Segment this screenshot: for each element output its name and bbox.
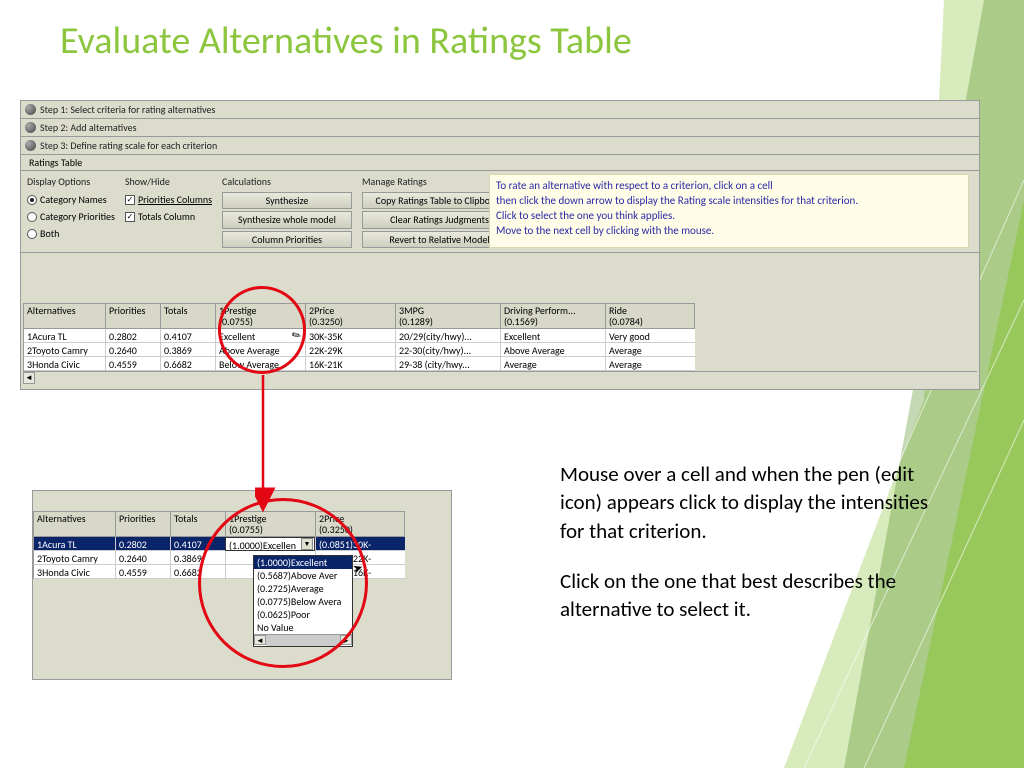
col-mpg[interactable]: 3MPG(0.1289) — [395, 303, 500, 329]
explain-line1: Mouse over a cell and when the pen (edit… — [560, 460, 930, 545]
ratings-table: Alternatives Priorities Totals 1Prestige… — [23, 303, 977, 383]
column-priorities-button[interactable]: Column Priorities — [222, 231, 352, 248]
calculations-group: Calculations Synthesize Synthesize whole… — [218, 175, 356, 248]
annotation-circle-2 — [198, 498, 368, 668]
annotation-circle-1 — [218, 286, 306, 374]
col-priorities[interactable]: Priorities — [105, 303, 160, 329]
ratings-window: Step 1: Select criteria for rating alter… — [20, 100, 980, 390]
chk-priorities-columns[interactable]: Priorities Columns — [125, 192, 212, 207]
cell-driving[interactable]: Excellent — [500, 329, 605, 343]
radio-category-names[interactable]: Category Names — [27, 192, 115, 207]
hint-line4: Move to the next cell by clicking with t… — [496, 224, 962, 239]
show-hide-hdr: Show/Hide — [125, 175, 212, 188]
step1-header[interactable]: Step 1: Select criteria for rating alter… — [21, 101, 979, 119]
slide-title: Evaluate Alternatives in Ratings Table — [60, 18, 632, 64]
table-row: 2Toyoto Camry 0.2640 0.3869 Above Averag… — [23, 343, 977, 357]
col-totals[interactable]: Totals — [160, 303, 215, 329]
hint-box: To rate an alternative with respect to a… — [489, 174, 969, 248]
cell-ride[interactable]: Very good — [605, 329, 695, 343]
synthesize-button[interactable]: Synthesize — [222, 192, 352, 209]
horizontal-scrollbar[interactable]: ◄ — [23, 371, 977, 383]
toolbar: Display Options Category Names Category … — [21, 171, 979, 253]
col-driving[interactable]: Driving Perform...(0.1569) — [500, 303, 605, 329]
col-alternatives[interactable]: Alternatives — [33, 511, 115, 537]
radio-category-priorities[interactable]: Category Priorities — [27, 209, 115, 224]
table-header: Alternatives Priorities Totals 1Prestige… — [23, 303, 977, 329]
explain-line2: Click on the one that best describes the… — [560, 567, 930, 624]
cell-tot[interactable]: 0.4107 — [160, 329, 215, 343]
explanation-text: Mouse over a cell and when the pen (edit… — [560, 460, 930, 646]
table-row: 3Honda Civic 0.4559 0.6682 Below Average… — [23, 357, 977, 371]
hint-line1: To rate an alternative with respect to a… — [496, 179, 962, 194]
synthesize-whole-button[interactable]: Synthesize whole model — [222, 211, 352, 228]
display-options-group: Display Options Category Names Category … — [23, 175, 119, 248]
display-options-hdr: Display Options — [27, 175, 115, 188]
step2-header[interactable]: Step 2: Add alternatives — [21, 119, 979, 137]
hint-line3: Click to select the one you think applie… — [496, 209, 962, 224]
radio-both[interactable]: Both — [27, 226, 115, 241]
step2-label: Step 2: Add alternatives — [40, 121, 137, 134]
cell-pri[interactable]: 0.2802 — [105, 329, 160, 343]
col-ride[interactable]: Ride(0.0784) — [605, 303, 695, 329]
calculations-hdr: Calculations — [222, 175, 352, 188]
hint-line2: then click the down arrow to display the… — [496, 194, 962, 209]
show-hide-group: Show/Hide Priorities Columns Totals Colu… — [121, 175, 216, 248]
col-alternatives[interactable]: Alternatives — [23, 303, 105, 329]
table-row: 1Acura TL 0.2802 0.4107 Excellent✎ 30K-3… — [23, 329, 977, 343]
cell-alt[interactable]: 1Acura TL — [23, 329, 105, 343]
step3-header[interactable]: Step 3: Define rating scale for each cri… — [21, 137, 979, 155]
cell-price[interactable]: 30K-35K — [305, 329, 395, 343]
ratings-table-label: Ratings Table — [21, 155, 979, 171]
chk-totals-column[interactable]: Totals Column — [125, 209, 212, 224]
cell-mpg[interactable]: 20/29(city/hwy)... — [395, 329, 500, 343]
col-price[interactable]: 2Price(0.3250) — [305, 303, 395, 329]
step3-label: Step 3: Define rating scale for each cri… — [40, 139, 217, 152]
step1-label: Step 1: Select criteria for rating alter… — [40, 103, 215, 116]
col-priorities[interactable]: Priorities — [115, 511, 170, 537]
